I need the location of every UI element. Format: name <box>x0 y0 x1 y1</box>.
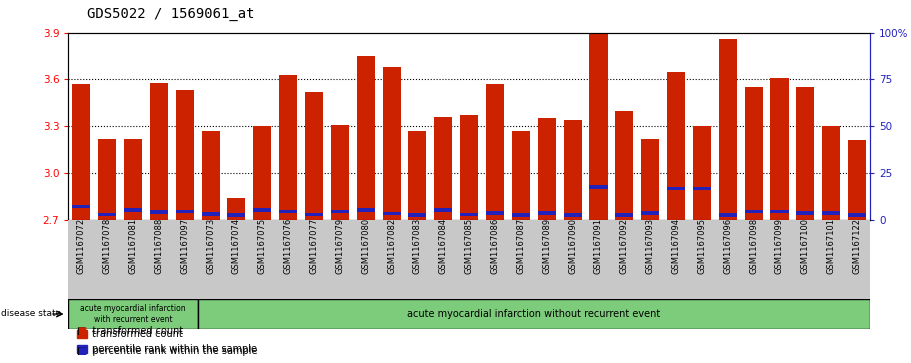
Bar <box>176 210 194 213</box>
Bar <box>331 210 349 213</box>
Bar <box>744 87 763 220</box>
Bar <box>486 211 504 215</box>
Bar <box>435 117 453 220</box>
Bar <box>848 213 866 217</box>
Bar <box>357 208 374 212</box>
Bar <box>198 299 870 329</box>
Bar <box>796 211 814 215</box>
Text: ■: ■ <box>77 346 87 356</box>
Bar <box>615 213 633 217</box>
Bar <box>848 140 866 220</box>
Text: disease state: disease state <box>1 310 61 318</box>
Bar <box>72 84 90 220</box>
Bar <box>615 111 633 220</box>
Bar <box>124 208 142 212</box>
Bar <box>589 31 608 220</box>
Bar <box>796 87 814 220</box>
Text: acute myocardial infarction without recurrent event: acute myocardial infarction without recu… <box>407 309 660 319</box>
Bar <box>719 39 737 220</box>
Bar <box>201 131 220 220</box>
Bar <box>822 211 840 215</box>
Bar <box>279 75 297 220</box>
Bar <box>667 187 685 190</box>
Text: ■: ■ <box>77 326 87 336</box>
Legend: transformed count, percentile rank within the sample: transformed count, percentile rank withi… <box>73 326 261 358</box>
Bar <box>149 211 168 214</box>
Bar <box>667 72 685 220</box>
Bar <box>486 84 504 220</box>
Text: ■  percentile rank within the sample: ■ percentile rank within the sample <box>77 346 258 356</box>
Bar <box>564 213 581 217</box>
Bar <box>383 212 401 215</box>
Bar <box>460 115 478 220</box>
Bar <box>460 213 478 216</box>
Bar <box>771 78 789 220</box>
Bar <box>357 56 374 220</box>
Text: acute myocardial infarction
with recurrent event: acute myocardial infarction with recurre… <box>80 304 186 324</box>
Bar <box>512 131 530 220</box>
Bar <box>744 210 763 213</box>
Bar <box>408 131 426 220</box>
Bar <box>279 210 297 213</box>
Bar <box>589 185 608 189</box>
Bar <box>228 213 245 217</box>
Bar <box>72 205 90 208</box>
Bar <box>719 213 737 217</box>
Bar <box>201 212 220 216</box>
Bar <box>253 208 271 212</box>
Bar <box>693 126 711 220</box>
Bar <box>641 211 660 215</box>
Bar <box>228 198 245 220</box>
Bar <box>641 139 660 220</box>
Bar <box>693 187 711 190</box>
Bar <box>537 211 556 215</box>
Bar <box>771 210 789 213</box>
Bar <box>435 208 453 212</box>
Bar <box>68 299 198 329</box>
Text: GDS5022 / 1569061_at: GDS5022 / 1569061_at <box>87 7 254 21</box>
Bar <box>331 125 349 220</box>
Bar <box>176 90 194 220</box>
Bar <box>305 213 323 216</box>
Bar <box>305 92 323 220</box>
Bar <box>822 126 840 220</box>
Bar <box>408 213 426 217</box>
Bar <box>98 213 117 216</box>
Bar <box>98 139 117 220</box>
Bar <box>124 139 142 220</box>
Text: ■  transformed count: ■ transformed count <box>77 326 184 336</box>
Bar <box>383 67 401 220</box>
Bar <box>149 82 168 220</box>
Bar <box>512 213 530 217</box>
Bar <box>564 120 581 220</box>
Bar <box>537 118 556 220</box>
Bar <box>253 126 271 220</box>
